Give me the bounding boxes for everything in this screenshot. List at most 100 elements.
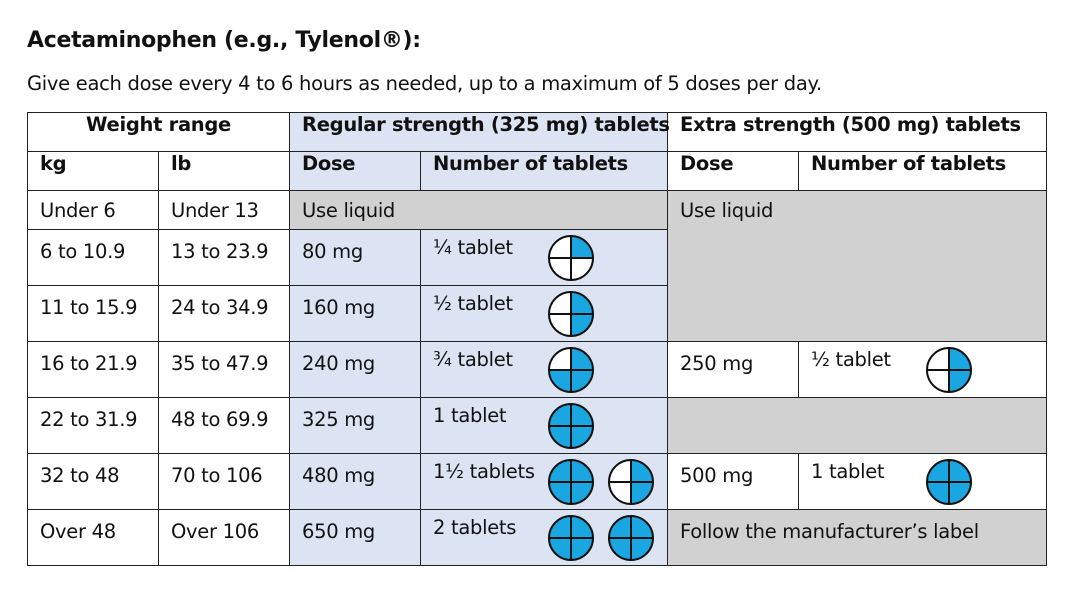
lb-cell: 24 to 34.9 (157, 285, 291, 342)
tablet-icons (547, 290, 595, 338)
extra-strength-header: Extra strength (500 mg) tablets (667, 112, 1048, 152)
regular-dose-value: 325 mg (302, 408, 376, 431)
kg-value: 16 to 21.9 (40, 352, 138, 375)
regular-dose-value: 480 mg (302, 464, 376, 487)
regular-strength-header: Regular strength (325 mg) tablets (289, 112, 670, 152)
half-tablet-icon (548, 291, 595, 337)
tablet-icons (547, 346, 595, 394)
extra-dose-cell: 500 mg (667, 453, 800, 510)
tablet-icons (547, 458, 655, 506)
kg-cell: 16 to 21.9 (27, 341, 159, 398)
extra-use-liquid-cell: Use liquid (667, 190, 1048, 342)
regular-tablets-cell: ¼ tablet (420, 229, 669, 286)
regular-dose-value: 650 mg (302, 520, 376, 543)
manufacturer-label-note: Follow the manufacturer’s label (680, 520, 979, 543)
lb-header: lb (157, 151, 291, 191)
table-row: 32 to 48 70 to 106 480 mg 1½ tablets 500… (27, 453, 1048, 510)
lb-value: 48 to 69.9 (171, 408, 269, 431)
lb-cell: Under 13 (157, 190, 291, 230)
column-header-row: kg lb Dose Number of tablets Dose Number… (27, 151, 1048, 191)
kg-value: 11 to 15.9 (40, 296, 138, 319)
kg-header: kg (27, 151, 159, 191)
regular-dose-cell: 80 mg (289, 229, 422, 286)
regular-tablets-cell: ¾ tablet (420, 341, 669, 398)
kg-cell: Under 6 (27, 190, 159, 230)
table-row: 6 to 10.9 13 to 23.9 80 mg ¼ tablet (27, 229, 1047, 286)
extra-tablets-header: Number of tablets (798, 151, 1048, 191)
three-quarter-tablet-icon (548, 347, 595, 393)
weight-range-header: Weight range (26, 112, 291, 152)
half-tablet-icon (608, 459, 655, 505)
regular-dose-value: 240 mg (302, 352, 376, 375)
tablet-icons (547, 234, 595, 282)
lb-cell: Over 106 (157, 509, 291, 566)
full-tablet-icon (548, 459, 595, 505)
tablet-icons (925, 346, 973, 394)
lb-cell: 13 to 23.9 (157, 229, 291, 286)
kg-value: 32 to 48 (40, 464, 120, 487)
table-row: Under 6 Under 13 Use liquid Use liquid (27, 190, 1048, 342)
regular-tablets-value: ½ tablet (433, 292, 513, 315)
regular-dose-cell: 160 mg (289, 285, 422, 342)
regular-dose-value: 80 mg (302, 240, 363, 263)
extra-tablets-value: 1 tablet (811, 460, 885, 483)
regular-dose-cell: 650 mg (289, 509, 422, 566)
lb-value: 24 to 34.9 (171, 296, 269, 319)
lb-value: Over 106 (171, 520, 259, 543)
table-row: 22 to 31.9 48 to 69.9 325 mg 1 tablet (27, 397, 1048, 454)
extra-tablets-cell: 1 tablet (798, 453, 1048, 510)
regular-tablets-cell: 2 tablets (420, 509, 669, 566)
regular-dose-cell: 480 mg (289, 453, 422, 510)
half-tablet-icon (926, 347, 973, 393)
extra-tablets-cell: ½ tablet (798, 341, 1048, 398)
regular-dose-value: 160 mg (302, 296, 376, 319)
lb-cell: 70 to 106 (157, 453, 291, 510)
regular-use-liquid-cell: Use liquid (289, 190, 669, 230)
regular-tablets-cell: 1½ tablets (420, 453, 669, 510)
kg-cell: 6 to 10.9 (27, 229, 159, 286)
regular-tablets-value: ¼ tablet (433, 236, 513, 259)
kg-value: 22 to 31.9 (40, 408, 138, 431)
regular-tablets-cell: ½ tablet (420, 285, 669, 342)
tablet-icons (547, 514, 655, 562)
table-row: 11 to 15.9 24 to 34.9 160 mg ½ tablet (27, 285, 1047, 342)
regular-tablets-value: 2 tablets (433, 516, 517, 539)
regular-tablets-header: Number of tablets (420, 151, 669, 191)
extra-dose-header: Dose (667, 151, 800, 191)
group-header-row: Weight range Regular strength (325 mg) t… (26, 112, 1048, 152)
quarter-tablet-icon (548, 235, 595, 281)
regular-tablets-value: ¾ tablet (433, 348, 513, 371)
extra-dose-value: 250 mg (680, 352, 754, 375)
tablet-icons (547, 402, 595, 450)
regular-tablets-cell: 1 tablet (420, 397, 669, 454)
kg-cell: 11 to 15.9 (27, 285, 159, 342)
regular-tablets-value: 1 tablet (433, 404, 507, 427)
extra-note-cell: Follow the manufacturer’s label (667, 509, 1048, 566)
lb-value: 70 to 106 (171, 464, 263, 487)
tablet-icons (925, 458, 973, 506)
kg-value: 6 to 10.9 (40, 240, 126, 263)
lb-cell: 48 to 69.9 (157, 397, 291, 454)
kg-cell: 32 to 48 (27, 453, 159, 510)
regular-tablets-value: 1½ tablets (433, 460, 535, 483)
kg-cell: Over 48 (27, 509, 159, 566)
full-tablet-icon (608, 515, 655, 561)
full-tablet-icon (548, 403, 595, 449)
kg-value: Over 48 (40, 520, 116, 543)
extra-empty-cell (667, 397, 1048, 454)
page-title: Acetaminophen (e.g., Tylenol®): (27, 28, 421, 53)
extra-tablets-value: ½ tablet (811, 348, 891, 371)
table-row: 16 to 21.9 35 to 47.9 240 mg ¾ tablet 25… (27, 341, 1048, 398)
regular-dose-header: Dose (289, 151, 422, 191)
kg-cell: 22 to 31.9 (27, 397, 159, 454)
lb-value: 35 to 47.9 (171, 352, 269, 375)
lb-value: 13 to 23.9 (171, 240, 269, 263)
dosing-instructions: Give each dose every 4 to 6 hours as nee… (27, 72, 822, 95)
table-row: Over 48 Over 106 650 mg 2 tablets Follow… (27, 509, 1048, 566)
lb-cell: 35 to 47.9 (157, 341, 291, 398)
extra-dose-value: 500 mg (680, 464, 754, 487)
full-tablet-icon (548, 515, 595, 561)
regular-dose-cell: 240 mg (289, 341, 422, 398)
dosage-table: Weight range Regular strength (325 mg) t… (26, 112, 1048, 566)
extra-dose-cell: 250 mg (667, 341, 800, 398)
